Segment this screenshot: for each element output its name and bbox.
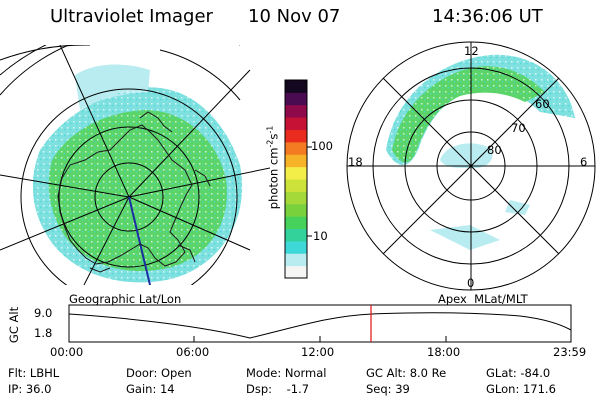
colorbar-band [285, 154, 307, 168]
colorbar-unit-s: s [266, 133, 281, 140]
apex-map-caption: Apex MLat/MLT [438, 292, 528, 306]
mlt-label-6: 6 [580, 155, 588, 169]
time-label: 14:36:06 UT [432, 6, 543, 27]
colorbar-band [285, 216, 307, 229]
altitude-xtick-1800: 18:00 [427, 345, 461, 359]
geo-emission [32, 64, 243, 283]
colorbar-band [285, 265, 307, 279]
altitude-ytick-9: 9.0 [34, 306, 53, 320]
colorbar-band [285, 191, 307, 205]
colorbar-unit-exp2: -1 [265, 125, 275, 134]
footer-glat: GLat: -84.0 [486, 366, 551, 380]
colorbar-band [285, 253, 307, 267]
mlat-label-60: 60 [535, 97, 550, 111]
colorbar-band [285, 203, 307, 217]
mlt-label-12: 12 [464, 44, 479, 58]
altitude-ylabel: GC Alt [7, 306, 21, 344]
geo-emission-top-patch [75, 64, 150, 110]
antarctica-coastline [57, 124, 193, 267]
colorbar-band [285, 92, 307, 106]
mlt-label-0: 0 [467, 276, 475, 290]
altitude-plot [68, 304, 572, 343]
footer-gain: Gain: 14 [126, 382, 175, 396]
colorbar-band [285, 80, 307, 93]
geo-coastline-fragment [89, 111, 211, 273]
colorbar-band [285, 104, 307, 118]
colorbar-band [285, 141, 307, 155]
altitude-curve [68, 312, 572, 339]
mlt-label-18: 18 [348, 155, 363, 169]
footer-mode: Mode: Normal [246, 366, 327, 380]
mlat-label-80: 80 [487, 143, 502, 157]
footer-ip: IP: 36.0 [8, 382, 52, 396]
colorbar-band [285, 240, 307, 254]
colorbar-frame [284, 79, 308, 279]
colorbar-band [285, 179, 307, 192]
apex-emission-specks [386, 54, 575, 166]
apex-night-specks [430, 200, 530, 250]
colorbar-tick-10: 10 [313, 229, 328, 243]
footer-seq: Seq: 39 [366, 382, 410, 396]
geo-lat-circles [20, 88, 238, 285]
geo-outer-arcs [0, 45, 241, 101]
footer-gc-alt: GC Alt: 8.0 Re [366, 366, 447, 380]
colorbar [284, 79, 312, 279]
colorbar-band [285, 129, 307, 143]
geo-lon-lines [0, 45, 270, 285]
apex-map [346, 41, 596, 291]
apex-grid [346, 41, 596, 291]
colorbar-tick-100: 100 [311, 139, 333, 153]
colorbar-band [285, 228, 307, 242]
date-label: 10 Nov 07 [248, 6, 341, 27]
apex-cusp-patch [440, 143, 493, 169]
altitude-ytick-1-8: 1.8 [34, 326, 53, 340]
altitude-xtick-0000: 00:00 [50, 345, 84, 359]
geographic-map [0, 45, 270, 285]
geo-meridian-line [128, 196, 151, 285]
altitude-ticks [68, 336, 572, 342]
geo-emission-specks [32, 87, 243, 283]
footer-dsp: Dsp: -1.7 [246, 382, 310, 396]
colorbar-unit: photon cm-2s-1 [266, 107, 281, 227]
footer-filter: Flt: LBHL [8, 366, 60, 380]
colorbar-unit-exp1: -2 [265, 139, 275, 148]
altitude-xtick-1200: 12:00 [301, 345, 335, 359]
colorbar-band [285, 117, 307, 130]
colorbar-band [285, 166, 307, 180]
mlat-label-70: 70 [511, 121, 526, 135]
instrument-title: Ultraviolet Imager [50, 6, 213, 27]
altitude-xtick-2359: 23:59 [553, 345, 587, 359]
altitude-xtick-0600: 06:00 [176, 345, 210, 359]
geo-map-caption: Geographic Lat/Lon [69, 292, 182, 306]
footer-glon: GLon: 171.6 [486, 382, 556, 396]
footer-door: Door: Open [126, 366, 192, 380]
colorbar-unit-photon: photon cm [266, 147, 281, 210]
